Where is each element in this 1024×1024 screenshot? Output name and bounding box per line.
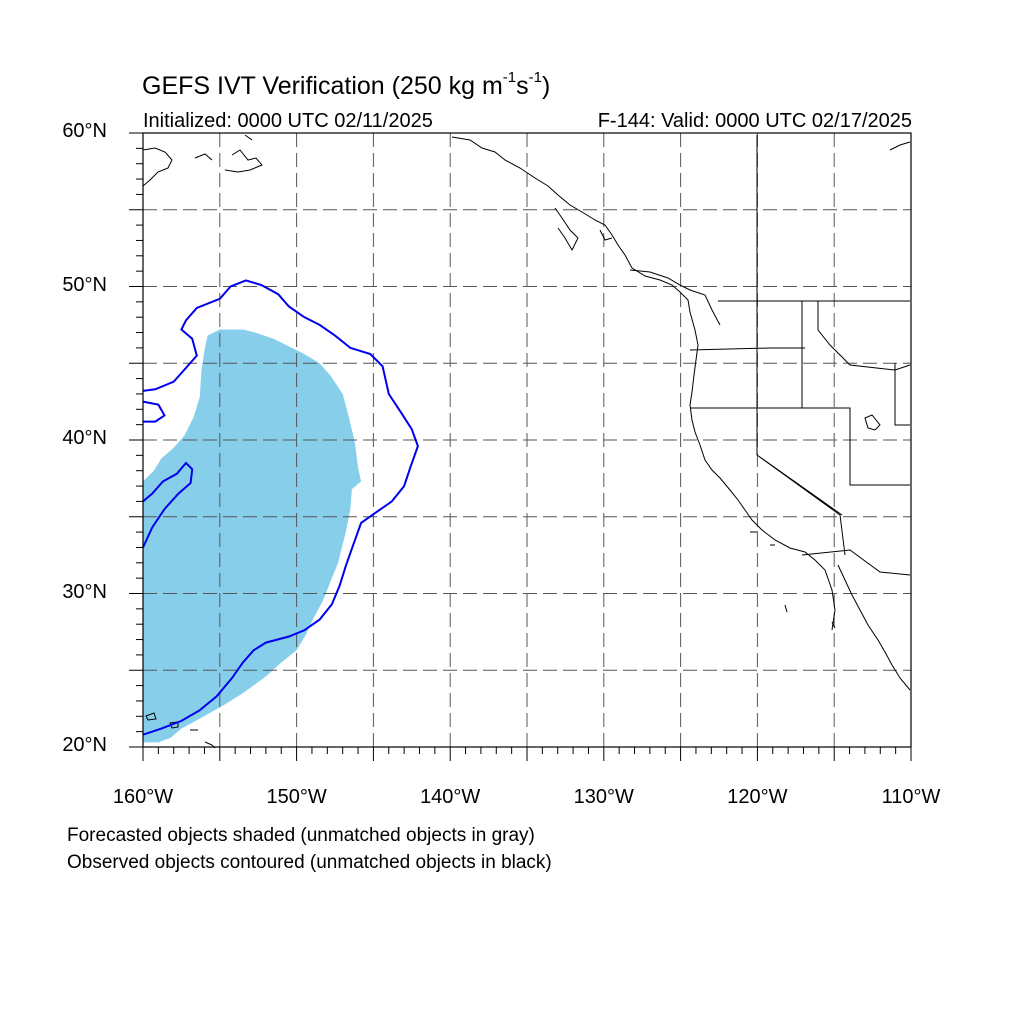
lat-label: 50°N	[62, 273, 107, 296]
title-exponent-2: -1	[528, 69, 542, 86]
observed-object-contours	[142, 279, 419, 736]
lon-label: 120°W	[727, 786, 788, 808]
lon-label: 150°W	[266, 786, 327, 808]
graticule	[143, 133, 911, 747]
title-unit-s: s	[516, 72, 529, 100]
lat-label: 40°N	[62, 427, 107, 449]
lon-label: 160°W	[112, 786, 174, 808]
title-main: GEFS IVT Verification (250 kg m	[142, 72, 503, 100]
observed-object-contour-3	[142, 400, 166, 423]
lat-label: 20°N	[62, 734, 107, 756]
lat-label: 60°N	[62, 120, 107, 142]
valid-time-label: F-144: Valid: 0000 UTC 02/17/2025	[597, 110, 912, 132]
lon-label: 140°W	[420, 786, 481, 808]
lon-label: 110°W	[881, 786, 941, 808]
north-america-west-coast	[451, 136, 911, 691]
title-exponent-1: -1	[502, 69, 517, 86]
legend-note-observed: Observed objects contoured (unmatched ob…	[67, 852, 552, 873]
axis-ticks	[129, 132, 912, 761]
title-close: )	[541, 72, 551, 100]
forecast-object	[143, 329, 362, 743]
hawaii-islands	[145, 712, 216, 749]
forecast-object-layer	[143, 329, 362, 743]
observed-object-contour-1	[142, 279, 419, 736]
initialized-label: Initialized: 0000 UTC 02/11/2025	[143, 110, 433, 132]
us-state-borders	[689, 135, 911, 576]
canada-islands	[554, 207, 721, 326]
lon-label: 130°W	[573, 786, 634, 808]
alaska-coast	[142, 134, 911, 187]
great-salt-lake	[864, 414, 881, 431]
legend-note-forecast: Forecasted objects shaded (unmatched obj…	[67, 825, 535, 846]
lat-label: 30°N	[62, 580, 107, 603]
coastlines-and-borders	[142, 134, 911, 749]
channel-islands	[750, 531, 836, 629]
observed-object-contour-2	[142, 461, 194, 548]
map-title: GEFS IVT Verification (250 kg m-1s-1)	[142, 69, 551, 101]
